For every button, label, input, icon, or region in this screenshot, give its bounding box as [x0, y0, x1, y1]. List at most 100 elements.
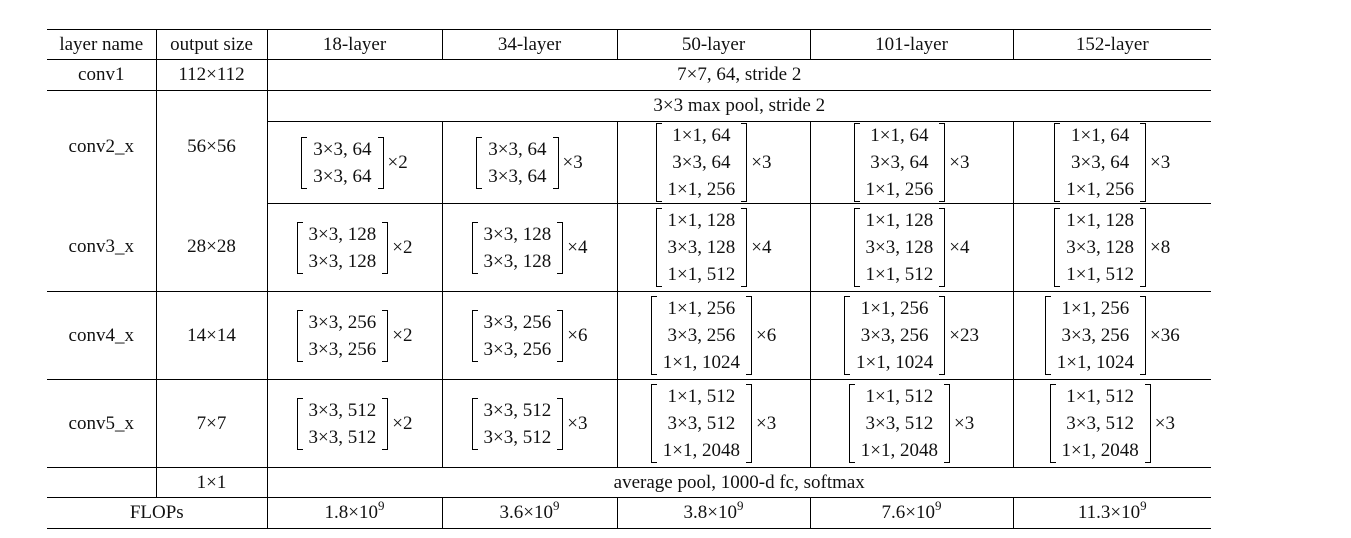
stage-row: conv3_x 28×28 3×3, 128 3×3, 128 ×2 3×3, 128 3×…	[47, 203, 1211, 292]
block-line: 3×3, 512	[483, 399, 552, 421]
block-line: 1×1, 256	[1066, 179, 1134, 200]
block-line: 1×1, 64	[870, 125, 929, 146]
block-repeat: ×3	[954, 412, 975, 434]
block-line: 1×1, 256	[1061, 298, 1130, 319]
stage-row: conv5_x 7×7 3×3, 512 3×3, 512 ×2 3×3, 512 3×3,…	[47, 379, 1211, 468]
stage-output-size: 14×14	[156, 291, 268, 380]
block-cell: 3×3, 128 3×3, 128 ×4	[442, 203, 618, 292]
block-spec: 3×3, 64 3×3, 64 ×3	[476, 136, 583, 190]
stage-name: conv5_x	[47, 379, 157, 468]
bracket-matrix: 1×1, 128 3×3, 128 1×1, 512	[1054, 207, 1146, 288]
block-spec: 1×1, 128 3×3, 128 1×1, 512 ×4	[853, 207, 969, 288]
block-line: 1×1, 256	[667, 298, 736, 319]
header-50-layer: 50-layer	[617, 29, 811, 60]
block-line: 1×1, 1024	[1056, 352, 1134, 373]
block-spec: 3×3, 512 3×3, 512 ×2	[296, 397, 413, 451]
resnet-architecture-table: layer name output size 18-layer 34-layer…	[47, 29, 1211, 529]
block-repeat: ×4	[751, 236, 772, 258]
block-line: 1×1, 64	[1071, 125, 1130, 146]
block-repeat: ×2	[392, 324, 413, 346]
fc-output-size: 1×1	[156, 467, 268, 498]
flops-row: FLOPs 1.8×109 3.6×109 3.8×109 7.6×109 11.3×10…	[47, 497, 1211, 529]
block-spec: 3×3, 512 3×3, 512 ×3	[471, 397, 588, 451]
block-spec: 1×1, 512 3×3, 512 1×1, 2048 ×3	[848, 383, 975, 464]
block-cell: 3×3, 512 3×3, 512 ×2	[267, 379, 443, 468]
block-spec: 1×1, 256 3×3, 256 1×1, 1024 ×36	[1044, 295, 1180, 376]
block-repeat: ×3	[1154, 412, 1175, 434]
stage-output-size: 28×28	[156, 203, 268, 292]
block-line: 3×3, 128	[483, 250, 552, 272]
bracket-matrix: 3×3, 256 3×3, 256	[296, 309, 389, 363]
bracket-matrix: 1×1, 256 3×3, 256 1×1, 1024	[844, 295, 946, 376]
block-line: 3×3, 128	[308, 223, 377, 245]
bracket-matrix: 3×3, 512 3×3, 512	[471, 397, 564, 451]
block-repeat: ×23	[949, 324, 979, 346]
block-cell: 1×1, 512 3×3, 512 1×1, 2048 ×3	[1013, 379, 1211, 468]
block-line: 1×1, 512	[1066, 386, 1134, 407]
stage-row: conv4_x 14×14 3×3, 256 3×3, 256 ×2 3×3, 256 3×…	[47, 291, 1211, 380]
bracket-matrix: 1×1, 64 3×3, 64 1×1, 256	[655, 122, 748, 203]
block-repeat: ×2	[392, 236, 413, 258]
conv1-output-size: 112×112	[156, 59, 268, 91]
bracket-matrix: 3×3, 128 3×3, 128	[296, 221, 389, 275]
block-repeat: ×3	[949, 151, 970, 173]
block-cell: 3×3, 128 3×3, 128 ×2	[267, 203, 443, 292]
block-line: 1×1, 2048	[860, 440, 938, 461]
block-cell: 1×1, 256 3×3, 256 1×1, 1024 ×36	[1013, 291, 1211, 380]
block-spec: 1×1, 64 3×3, 64 1×1, 256 ×3	[853, 122, 970, 203]
block-spec: 1×1, 512 3×3, 512 1×1, 2048 ×3	[1049, 383, 1175, 464]
header-152-layer: 152-layer	[1013, 29, 1211, 60]
flops-mantissa: 7.6×10	[881, 502, 935, 523]
block-line: 3×3, 512	[667, 413, 736, 434]
bracket-matrix: 1×1, 256 3×3, 256 1×1, 1024	[650, 295, 753, 376]
block-line: 3×3, 64	[870, 152, 929, 173]
block-cell: 3×3, 256 3×3, 256 ×6	[442, 291, 618, 380]
stage-name: conv3_x	[47, 203, 157, 292]
block-cell: 1×1, 64 3×3, 64 1×1, 256 ×3	[1013, 121, 1211, 204]
block-line: 1×1, 1024	[662, 352, 740, 373]
conv2-output-size: 56×56	[156, 90, 268, 204]
flops-mantissa: 3.8×10	[683, 502, 737, 523]
block-line: 1×1, 64	[672, 125, 731, 146]
block-repeat: ×3	[751, 151, 772, 173]
block-line: 3×3, 512	[308, 426, 377, 448]
fc-spec: average pool, 1000-d fc, softmax	[267, 467, 1211, 498]
header-output-size: output size	[156, 29, 268, 60]
stage-row: 3×3, 64 3×3, 64 ×2 3×3, 64 3×3, 64 ×3 1×1, 64 3…	[47, 121, 1211, 204]
bracket-matrix: 1×1, 512 3×3, 512 1×1, 2048	[650, 383, 753, 464]
flops-mantissa: 3.6×10	[499, 502, 553, 523]
flops-exponent: 9	[1140, 498, 1147, 513]
block-line: 1×1, 512	[667, 386, 736, 407]
block-line: 3×3, 64	[313, 165, 372, 187]
block-spec: 3×3, 256 3×3, 256 ×6	[471, 309, 587, 363]
block-line: 3×3, 512	[483, 426, 552, 448]
block-spec: 1×1, 512 3×3, 512 1×1, 2048 ×3	[650, 383, 776, 464]
block-line: 3×3, 128	[308, 250, 377, 272]
block-line: 1×1, 512	[865, 264, 934, 285]
block-cell: 3×3, 512 3×3, 512 ×3	[442, 379, 618, 468]
bracket-matrix: 1×1, 128 3×3, 128 1×1, 512	[655, 207, 748, 288]
bracket-matrix: 3×3, 512 3×3, 512	[296, 397, 389, 451]
block-repeat: ×6	[756, 324, 777, 346]
block-cell: 1×1, 512 3×3, 512 1×1, 2048 ×3	[810, 379, 1014, 468]
bracket-matrix: 3×3, 128 3×3, 128	[471, 221, 564, 275]
stage-output-size: 7×7	[156, 379, 268, 468]
bracket-matrix: 1×1, 64 3×3, 64 1×1, 256	[853, 122, 946, 203]
bracket-matrix: 3×3, 64 3×3, 64	[301, 136, 384, 190]
header-34-layer: 34-layer	[442, 29, 618, 60]
block-repeat: ×4	[567, 236, 588, 258]
block-line: 3×3, 64	[488, 165, 547, 187]
flops-mantissa: 11.3×10	[1077, 502, 1141, 523]
block-repeat: ×2	[387, 151, 408, 173]
block-spec: 3×3, 256 3×3, 256 ×2	[296, 309, 413, 363]
flops-mantissa: 1.8×10	[324, 502, 378, 523]
block-line: 1×1, 2048	[1061, 440, 1139, 461]
block-cell: 1×1, 512 3×3, 512 1×1, 2048 ×3	[617, 379, 811, 468]
block-repeat: ×3	[567, 412, 588, 434]
block-spec: 1×1, 64 3×3, 64 1×1, 256 ×3	[655, 122, 772, 203]
block-line: 1×1, 512	[865, 386, 934, 407]
bracket-matrix: 1×1, 256 3×3, 256 1×1, 1024	[1044, 295, 1147, 376]
block-line: 3×3, 256	[860, 325, 929, 346]
maxpool-spec: 3×3 max pool, stride 2	[267, 90, 1211, 122]
block-repeat: ×2	[392, 412, 413, 434]
